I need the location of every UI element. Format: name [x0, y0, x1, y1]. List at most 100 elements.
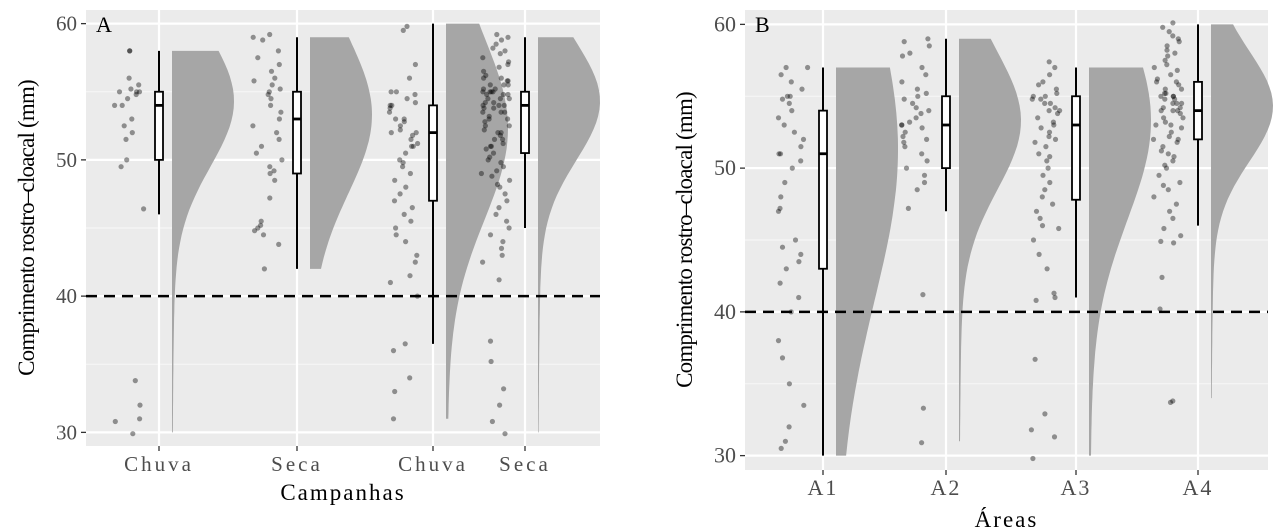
data-point — [489, 173, 495, 179]
data-point — [269, 82, 275, 88]
data-point — [788, 79, 794, 85]
data-point — [805, 64, 811, 71]
group-0 — [775, 64, 898, 456]
data-point — [497, 132, 503, 138]
data-point — [1159, 274, 1165, 280]
data-point — [1153, 122, 1159, 128]
x-tick-label: Chuva — [124, 452, 194, 476]
data-point — [1047, 154, 1053, 160]
data-point — [502, 191, 508, 197]
data-point — [121, 123, 127, 129]
data-point — [502, 109, 508, 115]
data-point — [497, 51, 503, 57]
data-point — [505, 91, 511, 98]
data-point — [258, 143, 265, 149]
data-point — [926, 43, 932, 49]
data-point — [913, 105, 919, 111]
data-point — [1040, 172, 1046, 178]
data-point — [492, 86, 498, 92]
data-point — [482, 123, 488, 129]
x-tick-label: Seca — [271, 452, 323, 476]
data-point — [1165, 151, 1171, 157]
data-point — [789, 165, 795, 171]
data-point — [1030, 237, 1037, 243]
data-point — [482, 100, 488, 106]
data-point — [1162, 86, 1168, 92]
data-point — [775, 115, 782, 121]
group-3 — [1150, 20, 1273, 405]
data-point — [919, 440, 925, 446]
data-point — [490, 89, 496, 95]
data-point — [403, 239, 409, 245]
data-point — [899, 122, 905, 128]
data-point — [390, 416, 397, 422]
data-point — [1177, 105, 1183, 111]
data-point — [1160, 105, 1166, 111]
x-tick-label: A2 — [931, 475, 962, 500]
density-half-violin — [538, 37, 600, 433]
data-point — [130, 431, 136, 437]
data-point — [1042, 100, 1048, 106]
data-point — [495, 130, 501, 136]
data-point — [389, 102, 395, 108]
y-axis-title: Comprimento rostro–cloacal (mm) — [14, 80, 39, 376]
data-point — [487, 82, 493, 88]
data-point — [391, 198, 398, 204]
data-point — [413, 130, 419, 136]
data-point — [498, 245, 505, 251]
data-point — [1055, 110, 1061, 117]
data-point — [278, 109, 284, 115]
data-point — [506, 225, 512, 231]
data-point — [498, 75, 504, 81]
data-point — [1030, 93, 1036, 99]
data-point — [1170, 158, 1176, 164]
box-iqr — [941, 95, 951, 170]
data-point — [393, 116, 399, 122]
data-point — [926, 108, 932, 114]
data-point — [480, 86, 487, 92]
data-point — [481, 105, 487, 111]
x-axis-title: Campanhas — [280, 480, 405, 505]
data-point — [1050, 119, 1056, 125]
data-point — [1162, 119, 1168, 125]
data-point — [1056, 225, 1062, 232]
data-point — [1051, 290, 1057, 296]
data-point — [412, 91, 418, 98]
data-point — [486, 116, 492, 122]
data-point — [481, 68, 487, 74]
data-point — [123, 136, 129, 142]
data-point — [141, 206, 147, 212]
data-point — [500, 239, 506, 245]
data-point — [408, 218, 414, 224]
data-point — [1047, 100, 1053, 106]
data-point — [918, 110, 924, 117]
data-point — [112, 418, 118, 425]
data-point — [923, 90, 929, 96]
data-point — [1046, 59, 1052, 65]
data-point — [488, 89, 494, 95]
data-point — [920, 405, 927, 411]
data-point — [777, 205, 783, 211]
data-point — [1150, 136, 1157, 142]
data-point — [784, 93, 791, 99]
data-point — [501, 102, 507, 108]
data-point — [786, 424, 792, 430]
data-point — [1029, 96, 1035, 102]
data-point — [1165, 53, 1171, 59]
data-point — [1052, 294, 1058, 301]
data-point — [506, 123, 512, 129]
data-point — [393, 225, 399, 231]
data-point — [252, 228, 258, 234]
data-point — [1158, 238, 1164, 244]
data-point — [401, 116, 407, 122]
data-point — [1167, 399, 1174, 405]
data-point — [1042, 187, 1048, 193]
data-point — [799, 86, 805, 92]
data-point — [403, 150, 409, 156]
data-point — [783, 266, 789, 272]
box-iqr — [1071, 95, 1081, 201]
data-point — [481, 75, 487, 81]
data-point — [258, 218, 264, 224]
data-point — [505, 116, 511, 122]
